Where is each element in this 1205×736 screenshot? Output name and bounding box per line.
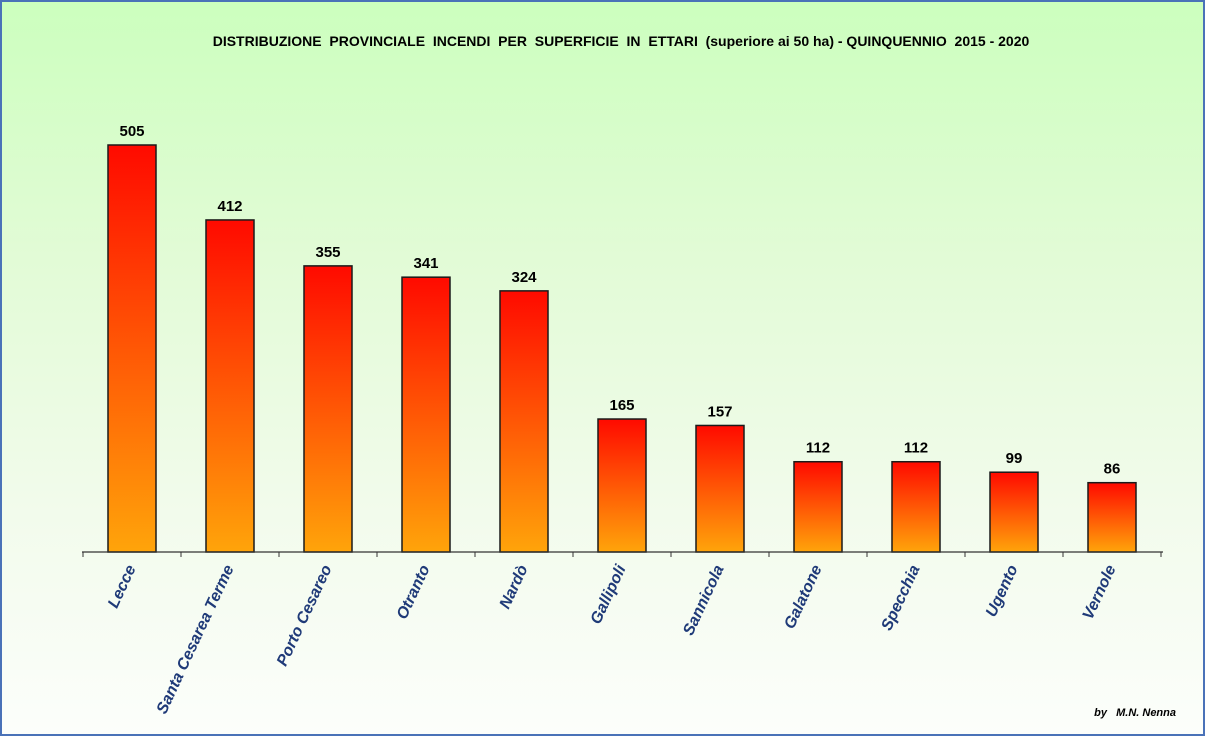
category-label: Vernole bbox=[1080, 562, 1120, 622]
bar bbox=[989, 471, 1039, 553]
bar bbox=[597, 418, 647, 553]
author-credit: by M.N. Nenna bbox=[1094, 707, 1176, 719]
bar-value-label: 112 bbox=[806, 440, 830, 457]
chart-title: DISTRIBUZIONE PROVINCIALE INCENDI PER SU… bbox=[213, 33, 1030, 49]
bar bbox=[793, 460, 843, 553]
bar-value-label: 505 bbox=[119, 123, 144, 140]
bar bbox=[303, 265, 353, 553]
bar bbox=[107, 144, 157, 553]
category-label: Lecce bbox=[105, 562, 140, 610]
category-label: Sannicola bbox=[680, 562, 727, 638]
bar bbox=[401, 276, 451, 553]
value-labels-group: 505 412 355 341 324 165 157 112 112 99 86 bbox=[119, 123, 1120, 478]
category-label: Porto Cesareo bbox=[274, 562, 336, 669]
bar bbox=[499, 290, 549, 553]
bar-value-label: 341 bbox=[413, 255, 438, 272]
bar-value-label: 99 bbox=[1006, 450, 1023, 467]
category-label: Ugento bbox=[983, 562, 1022, 619]
bars-group bbox=[107, 144, 1137, 553]
bar-value-label: 165 bbox=[609, 397, 634, 414]
bar bbox=[695, 424, 745, 553]
category-label: Galatone bbox=[781, 562, 825, 631]
category-label: Otranto bbox=[394, 562, 434, 622]
bar-value-label: 86 bbox=[1104, 461, 1121, 478]
category-label: Gallipoli bbox=[588, 562, 630, 627]
bar-value-label: 324 bbox=[511, 269, 537, 286]
bar bbox=[1087, 481, 1137, 553]
category-label: Nardò bbox=[497, 562, 532, 611]
category-label: Specchia bbox=[879, 562, 924, 633]
category-label: Santa Cesarea Terme bbox=[154, 562, 238, 716]
category-labels-group: Lecce Santa Cesarea Terme Porto Cesareo Otr… bbox=[105, 562, 1120, 717]
bar-value-label: 412 bbox=[217, 198, 242, 215]
bar-value-label: 157 bbox=[707, 403, 732, 420]
bar bbox=[205, 219, 255, 553]
x-axis-ticks bbox=[82, 552, 1162, 557]
bar bbox=[891, 460, 941, 553]
bar-value-label: 112 bbox=[904, 440, 928, 457]
bar-value-label: 355 bbox=[315, 244, 340, 261]
